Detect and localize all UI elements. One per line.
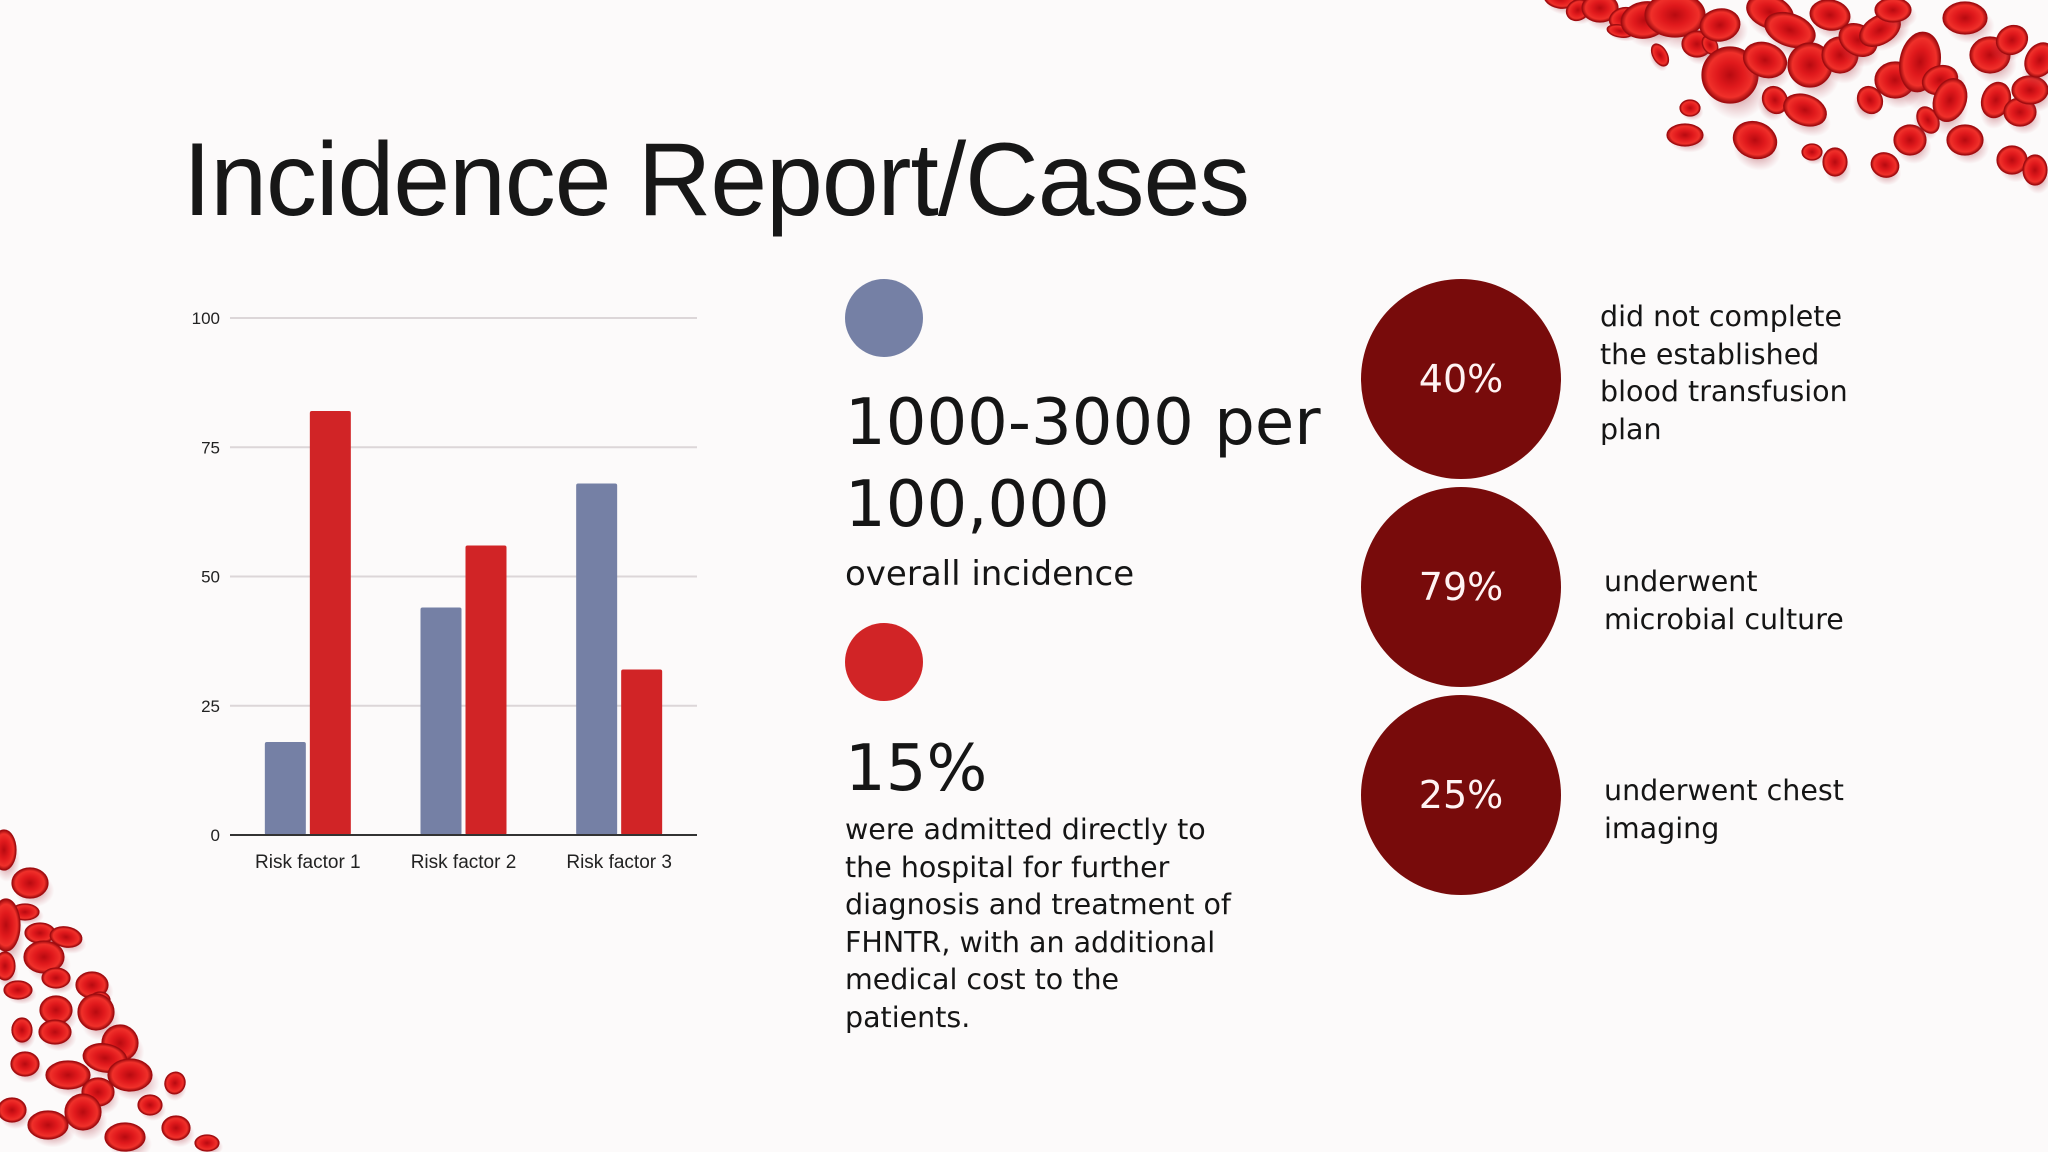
y-tick-label: 50 xyxy=(201,568,220,587)
stat-circle-40-description: did not complete the established blood t… xyxy=(1600,300,1848,446)
x-axis-labels: Risk factor 1 Risk factor 2 Risk factor 3 xyxy=(255,852,672,873)
bar xyxy=(465,545,507,835)
bar xyxy=(264,741,306,835)
x-category-label: Risk factor 1 xyxy=(255,852,361,873)
incidence-line-2: 100,000 xyxy=(845,468,1110,542)
stat-circle-value: 25% xyxy=(1418,773,1504,817)
admitted-percentage: 15% xyxy=(845,732,988,806)
x-category-label: Risk factor 3 xyxy=(566,852,672,873)
bar xyxy=(621,669,663,835)
bar xyxy=(309,411,351,835)
blue-bullet-dot xyxy=(845,279,923,357)
stat-circle-value: 79% xyxy=(1418,565,1504,609)
bar xyxy=(576,483,618,835)
y-tick-label: 25 xyxy=(201,697,220,716)
y-axis-labels: 0 25 50 75 100 xyxy=(192,309,220,845)
overall-incidence-value: 1000-3000 per 100,000 xyxy=(845,382,1321,546)
red-bullet-dot xyxy=(845,623,923,701)
stat-circle-79-description: underwent microbial culture xyxy=(1604,565,1844,636)
bar-chart: 0 25 50 75 100 Risk factor 1 Risk factor 2 Ris… xyxy=(180,290,720,890)
overall-incidence-caption: overall incidence xyxy=(845,554,1135,594)
incidence-line-1: 1000-3000 per xyxy=(845,386,1321,460)
slide-title: Incidence Report/Cases xyxy=(183,122,1250,238)
admitted-description: were admitted directly to the hospital f… xyxy=(845,813,1231,1034)
x-category-label: Risk factor 2 xyxy=(411,852,517,873)
chart-bars xyxy=(264,411,663,835)
y-tick-label: 100 xyxy=(192,309,220,328)
chart-gridlines xyxy=(230,317,697,707)
stat-circle-40: 40% xyxy=(1361,279,1561,479)
y-tick-label: 75 xyxy=(201,438,220,457)
stat-circle-value: 40% xyxy=(1418,357,1504,401)
blood-cells-top-right-icon xyxy=(1543,0,2048,194)
stat-circle-25-description: underwent chest imaging xyxy=(1604,774,1844,845)
stat-circle-25: 25% xyxy=(1361,695,1561,895)
stat-circle-79: 79% xyxy=(1361,487,1561,687)
y-tick-label: 0 xyxy=(211,826,220,845)
bar xyxy=(420,607,462,835)
